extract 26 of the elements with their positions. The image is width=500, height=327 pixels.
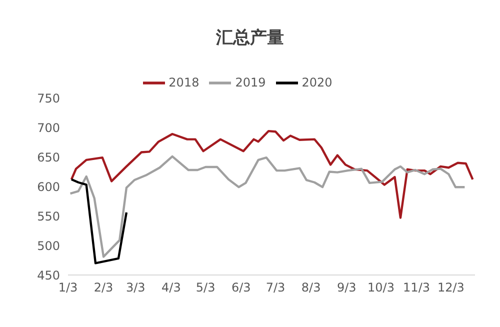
legend-label: 2020: [302, 75, 332, 90]
x-tick-label: 3/3: [126, 280, 146, 295]
x-tick-label: 1/3: [58, 280, 78, 295]
y-tick-label: 450: [37, 268, 60, 282]
x-tick-label: 6/3: [231, 280, 251, 295]
x-tick-label: 12/3: [437, 280, 464, 295]
x-tick-label: 11/3: [403, 280, 430, 295]
x-tick-label: 4/3: [162, 280, 181, 295]
x-tick-label: 7/3: [266, 280, 286, 295]
y-tick-label: 550: [37, 209, 60, 224]
x-tick-label: 2/3: [94, 280, 114, 295]
y-tick-label: 700: [37, 120, 60, 135]
y-tick-label: 600: [37, 180, 60, 194]
x-tick-label: 9/3: [336, 280, 356, 295]
line-series: [70, 178, 128, 264]
y-tick-label: 500: [37, 238, 60, 253]
legend-label: 2018: [168, 75, 200, 90]
legend-label: 2019: [235, 75, 266, 90]
y-tick-label: 650: [37, 150, 60, 164]
line-series: [69, 155, 466, 258]
chart-title: 汇总产量: [215, 27, 285, 49]
line-series: [70, 130, 474, 219]
y-tick-label: 750: [37, 91, 60, 106]
x-tick-label: 10/3: [368, 280, 394, 295]
x-tick-label: 8/3: [301, 280, 321, 295]
x-tick-label: 5/3: [196, 280, 216, 295]
